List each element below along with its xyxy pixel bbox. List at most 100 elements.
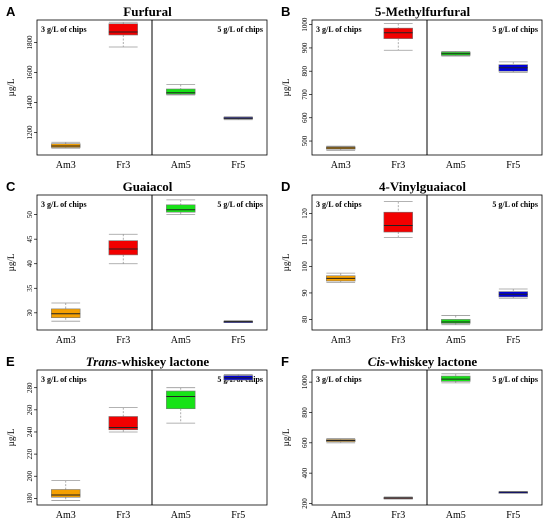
note-3g: 3 g/L of chips [316,200,362,209]
title-part: 5-Methylfurfural [375,4,471,19]
y-tick-label: 200 [301,498,309,509]
title-part: Guaiacol [123,179,173,194]
y-tick-label: 800 [301,65,309,76]
category-label: Fr3 [116,510,130,521]
box-iqr [166,88,196,95]
box-fr5 [498,61,528,73]
box-am5 [166,199,196,216]
y-axis-label: µg/L [281,254,291,272]
panel-d: D 4-Vinylguaiacol 3 g/L of chips 5 g/L of c… [281,179,543,346]
panel-a: A Furfural 3 g/L of chips 5 g/L of chips 120… [6,4,268,171]
box-iqr [108,23,138,36]
box-iqr [108,416,138,431]
y-tick-label: 50 [26,211,34,219]
category-label: Fr3 [391,335,405,346]
note-5g: 5 g/L of chips [492,200,538,209]
panel-title: Cis-whiskey lactone [368,354,478,369]
box-iqr [51,489,81,498]
note-3g: 3 g/L of chips [41,375,87,384]
note-3g: 3 g/L of chips [41,25,87,34]
box-fr3 [108,233,138,265]
box-fr3 [383,201,413,238]
panel-letter: B [281,4,290,19]
box-am5 [441,373,471,384]
panel-title: 5-Methylfurfural [375,4,471,19]
y-tick-label: 120 [301,208,309,219]
panel-letter: E [6,354,15,369]
category-label: Am3 [56,510,76,521]
box-iqr [108,240,138,256]
box-am5 [166,387,196,424]
note-5g: 5 g/L of chips [492,375,538,384]
box-fr5 [223,116,253,121]
box-fr5 [498,288,528,299]
y-tick-label: 80 [301,315,309,323]
panel-title: 4-Vinylguaiacol [379,179,466,194]
box-am3 [326,438,356,444]
note-3g: 3 g/L of chips [41,200,87,209]
y-tick-label: 400 [301,467,309,478]
category-label: Fr5 [506,160,520,171]
note-3g: 3 g/L of chips [316,25,362,34]
y-tick-label: 1600 [26,65,34,80]
title-part: -whiskey lactone [385,354,477,369]
note-5g: 5 g/L of chips [217,25,263,34]
category-label: Fr5 [231,510,245,521]
note-5g: 5 g/L of chips [492,25,538,34]
y-tick-label: 180 [26,493,34,504]
y-tick-label: 1200 [26,125,34,140]
y-tick-label: 220 [26,448,34,459]
category-label: Am3 [56,335,76,346]
panel-letter: F [281,354,289,369]
box-am5 [441,51,471,57]
title-part: 4-Vinylguaiacol [379,179,466,194]
y-axis-label: µg/L [281,429,291,447]
y-tick-label: 600 [301,437,309,448]
panel-title: Trans-whiskey lactone [86,354,210,369]
category-label: Am5 [446,160,466,171]
category-label: Am5 [171,510,191,521]
category-label: Fr5 [506,335,520,346]
box-am3 [51,141,81,149]
category-label: Fr3 [116,335,130,346]
category-label: Fr5 [231,160,245,171]
panel-b: B 5-Methylfurfural 3 g/L of chips 5 g/L of … [281,4,543,171]
box-iqr [166,390,196,410]
box-fr5 [223,320,253,324]
y-tick-label: 1400 [26,95,34,110]
y-tick-label: 40 [26,260,34,268]
y-tick-label: 45 [26,235,34,243]
box-am3 [51,480,81,501]
title-part: Furfural [123,4,172,19]
category-label: Fr3 [391,510,405,521]
y-tick-label: 280 [26,382,34,393]
box-fr3 [383,496,413,500]
box-fr3 [108,21,138,48]
box-iqr [441,319,471,324]
title-part: Trans [86,354,117,369]
y-tick-label: 1000 [301,375,309,390]
y-tick-label: 90 [301,289,309,297]
box-am5 [441,315,471,326]
box-fr3 [383,23,413,51]
category-label: Am3 [331,510,351,521]
y-tick-label: 240 [26,426,34,437]
y-tick-label: 30 [26,309,34,317]
box-fr3 [108,407,138,433]
category-label: Am3 [331,160,351,171]
category-label: Am5 [171,335,191,346]
note-5g: 5 g/L of chips [217,200,263,209]
category-label: Am5 [446,335,466,346]
y-tick-label: 260 [26,404,34,415]
panel-letter: C [6,179,16,194]
y-axis-label: µg/L [6,429,16,447]
box-iqr [383,211,413,233]
y-tick-label: 600 [301,112,309,123]
panel-letter: A [6,4,16,19]
y-tick-label: 35 [26,284,34,292]
box-fr5 [498,491,528,494]
panel-title: Furfural [123,4,172,19]
category-label: Fr5 [506,510,520,521]
panel-c: C Guaiacol 3 g/L of chips 5 g/L of chips 30 3… [6,179,268,346]
